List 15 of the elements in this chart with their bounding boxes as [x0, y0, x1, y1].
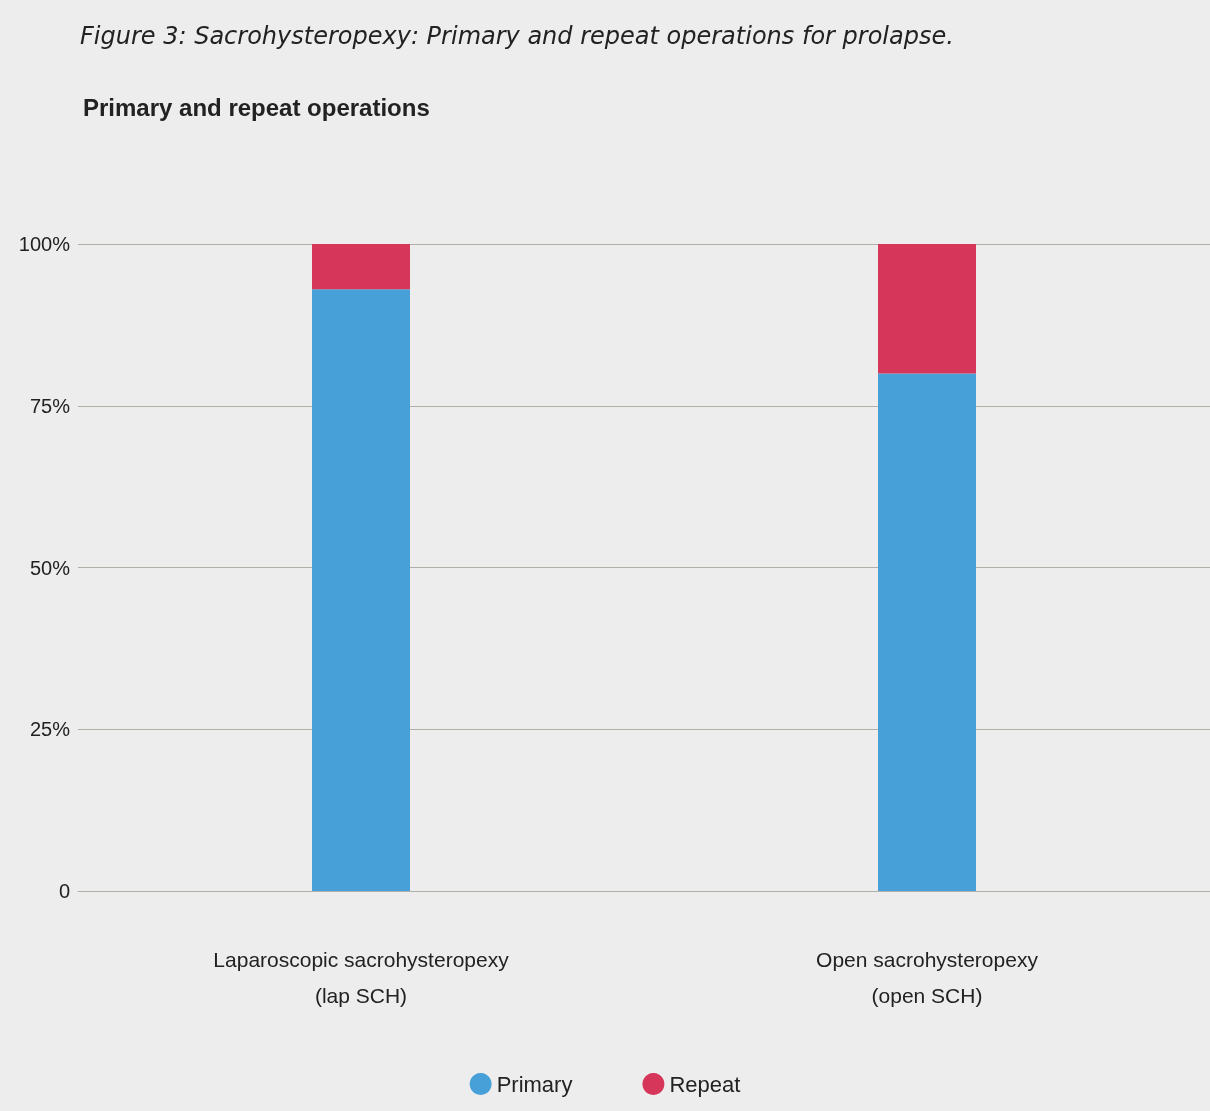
y-tick-label: 25%: [29, 718, 71, 741]
y-tick-label: 50%: [29, 556, 71, 579]
bar: [312, 289, 410, 891]
bar: [878, 373, 976, 891]
x-tick-label: Laparoscopic sacrohysteropexy (lap SCH): [213, 947, 510, 1007]
chart-subtitle: Primary and repeat operations: [83, 93, 430, 121]
y-tick-label: 100%: [18, 233, 71, 255]
chart-title: Figure 3: Sacrohysteropexy: Primary and repeat operations for prolapse.: [80, 22, 954, 50]
legend-label: Repeat: [669, 1071, 741, 1097]
bar: [312, 244, 410, 290]
legend-label: Primary: [496, 1071, 573, 1097]
bar: [878, 244, 976, 374]
y-tick-label: 0: [58, 880, 70, 902]
x-tick-label: Open sacrohysteropexy (open SCH): [816, 947, 1039, 1007]
y-tick-label: 75%: [29, 394, 71, 417]
